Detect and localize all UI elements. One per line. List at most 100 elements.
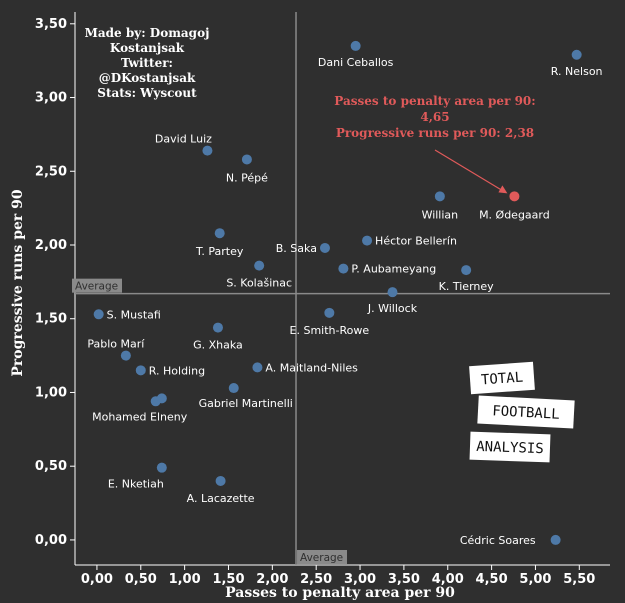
- data-point: [214, 228, 225, 239]
- data-point: [319, 242, 330, 253]
- point-label: P. Aubameyang: [351, 263, 436, 276]
- data-point: [509, 191, 520, 202]
- x-tick-label: 5,50: [563, 572, 595, 587]
- y-axis-title: Progressive runs per 90: [10, 189, 26, 376]
- point-label: Dani Ceballos: [318, 56, 394, 69]
- x-tick-label: 1,50: [212, 572, 244, 587]
- axes: 0,00 0,50 1,00 1,50 2,00 2,50 3,00 3,50 0,00 0,50…: [35, 12, 610, 587]
- data-point: [324, 307, 335, 318]
- y-tick-label: 3,50: [35, 17, 67, 32]
- point-label: B. Saka: [276, 242, 317, 255]
- credit-line: Twitter:: [121, 56, 173, 70]
- data-point: [571, 49, 582, 60]
- y-tick-label: 2,50: [35, 164, 67, 179]
- point-label: Gabriel Martinelli: [199, 397, 293, 410]
- data-point: [202, 145, 213, 156]
- data-point: [212, 322, 223, 333]
- data-point: [550, 534, 561, 545]
- point-label: M. Ødegaard: [479, 208, 550, 221]
- logo-block: ANALYSIS: [469, 431, 551, 463]
- annotation-line: Passes to penalty area per 90:: [334, 94, 535, 108]
- credit-line: Stats: Wyscout: [97, 86, 197, 100]
- data-point: [215, 475, 226, 486]
- x-tick-label: 1,00: [169, 572, 201, 587]
- x-tick-label: 2,50: [300, 572, 332, 587]
- data-point: [252, 362, 263, 373]
- x-tick-label: 3,00: [344, 572, 376, 587]
- logo-word: TOTAL: [480, 370, 523, 389]
- data-point: [338, 263, 349, 274]
- credits-text: Made by: DomagojKostanjsakTwitter:@DKost…: [85, 26, 210, 100]
- point-label: G. Xhaka: [193, 339, 243, 352]
- y-tick-label: 1,00: [35, 385, 67, 400]
- point-label: E. Smith-Rowe: [290, 324, 370, 337]
- y-tick-label: 2,00: [35, 238, 67, 253]
- point-label: N. Pépé: [226, 171, 268, 184]
- x-tick-label: 3,50: [388, 572, 420, 587]
- x-tick-label: 4,00: [432, 572, 464, 587]
- data-point: [156, 393, 167, 404]
- data-points: Dani Ceballos R. Nelson David Luiz N. Pépé W…: [87, 40, 603, 547]
- data-point: [434, 191, 445, 202]
- y-tick-label: 3,00: [35, 91, 67, 106]
- point-label: S. Mustafi: [107, 308, 161, 321]
- x-tick-label: 4,50: [476, 572, 508, 587]
- average-y-label-box: [72, 278, 122, 293]
- data-point: [362, 235, 373, 246]
- total-football-analysis-logo: TOTAL FOOTBALL ANALYSIS: [469, 361, 575, 463]
- data-point: [93, 309, 104, 320]
- data-point: [135, 365, 146, 376]
- data-point: [228, 383, 239, 394]
- point-label: Pablo Marí: [87, 338, 145, 351]
- y-tick-label: 1,50: [35, 312, 67, 327]
- point-label: A. Lacazette: [187, 492, 255, 505]
- data-point: [241, 154, 252, 165]
- point-label: R. Holding: [149, 364, 205, 377]
- x-tick-label: 2,00: [256, 572, 288, 587]
- logo-block: FOOTBALL: [477, 395, 575, 429]
- y-tick-label: 0,00: [35, 533, 67, 548]
- data-point: [120, 350, 131, 361]
- annotation-arrow-line: [434, 149, 506, 193]
- annotation-arrowhead: [498, 185, 508, 194]
- average-y-label: Average: [75, 281, 118, 293]
- credit-line: Made by: Domagoj: [85, 26, 210, 40]
- data-point: [350, 40, 361, 51]
- credit-line: Kostanjsak: [110, 41, 185, 55]
- data-point: [387, 287, 398, 298]
- highlight-annotation: Passes to penalty area per 90: 4,65 Progre…: [334, 94, 536, 194]
- logo-word: ANALYSIS: [476, 439, 544, 457]
- point-label: K. Tierney: [439, 280, 494, 293]
- x-tick-label: 0,50: [125, 572, 157, 587]
- x-tick-label: 5,00: [519, 572, 551, 587]
- data-point: [461, 265, 472, 276]
- y-tick-label: 0,50: [35, 459, 67, 474]
- point-label: R. Nelson: [551, 65, 603, 78]
- point-label: David Luiz: [155, 133, 212, 146]
- annotation-line: Progressive runs per 90: 2,38: [336, 126, 534, 140]
- average-reference-lines: Average Average: [72, 12, 610, 565]
- point-label: Willian: [422, 208, 459, 221]
- logo-block-background: [469, 361, 535, 395]
- point-label: Mohamed Elneny: [92, 410, 188, 423]
- average-x-label: Average: [300, 552, 343, 564]
- logo-block-background: [469, 431, 551, 463]
- point-label: T. Partey: [195, 245, 244, 258]
- x-axis-title: Passes to penalty area per 90: [225, 585, 455, 601]
- point-label: E. Nketiah: [108, 478, 164, 491]
- logo-word: FOOTBALL: [492, 403, 560, 423]
- point-label: A. Maitland-Niles: [265, 361, 358, 374]
- point-label: S. Kolašinac: [226, 277, 292, 290]
- data-point: [156, 462, 167, 473]
- point-label: Héctor Bellerín: [375, 235, 457, 248]
- point-label: J. Willock: [367, 302, 418, 315]
- x-tick-label: 0,00: [81, 572, 113, 587]
- data-point: [254, 260, 265, 271]
- average-x-label-box: [297, 550, 348, 564]
- logo-block: TOTAL: [469, 361, 535, 395]
- point-label: Cédric Soares: [460, 534, 536, 547]
- logo-block-background: [477, 395, 575, 429]
- annotation-line: 4,65: [420, 110, 449, 124]
